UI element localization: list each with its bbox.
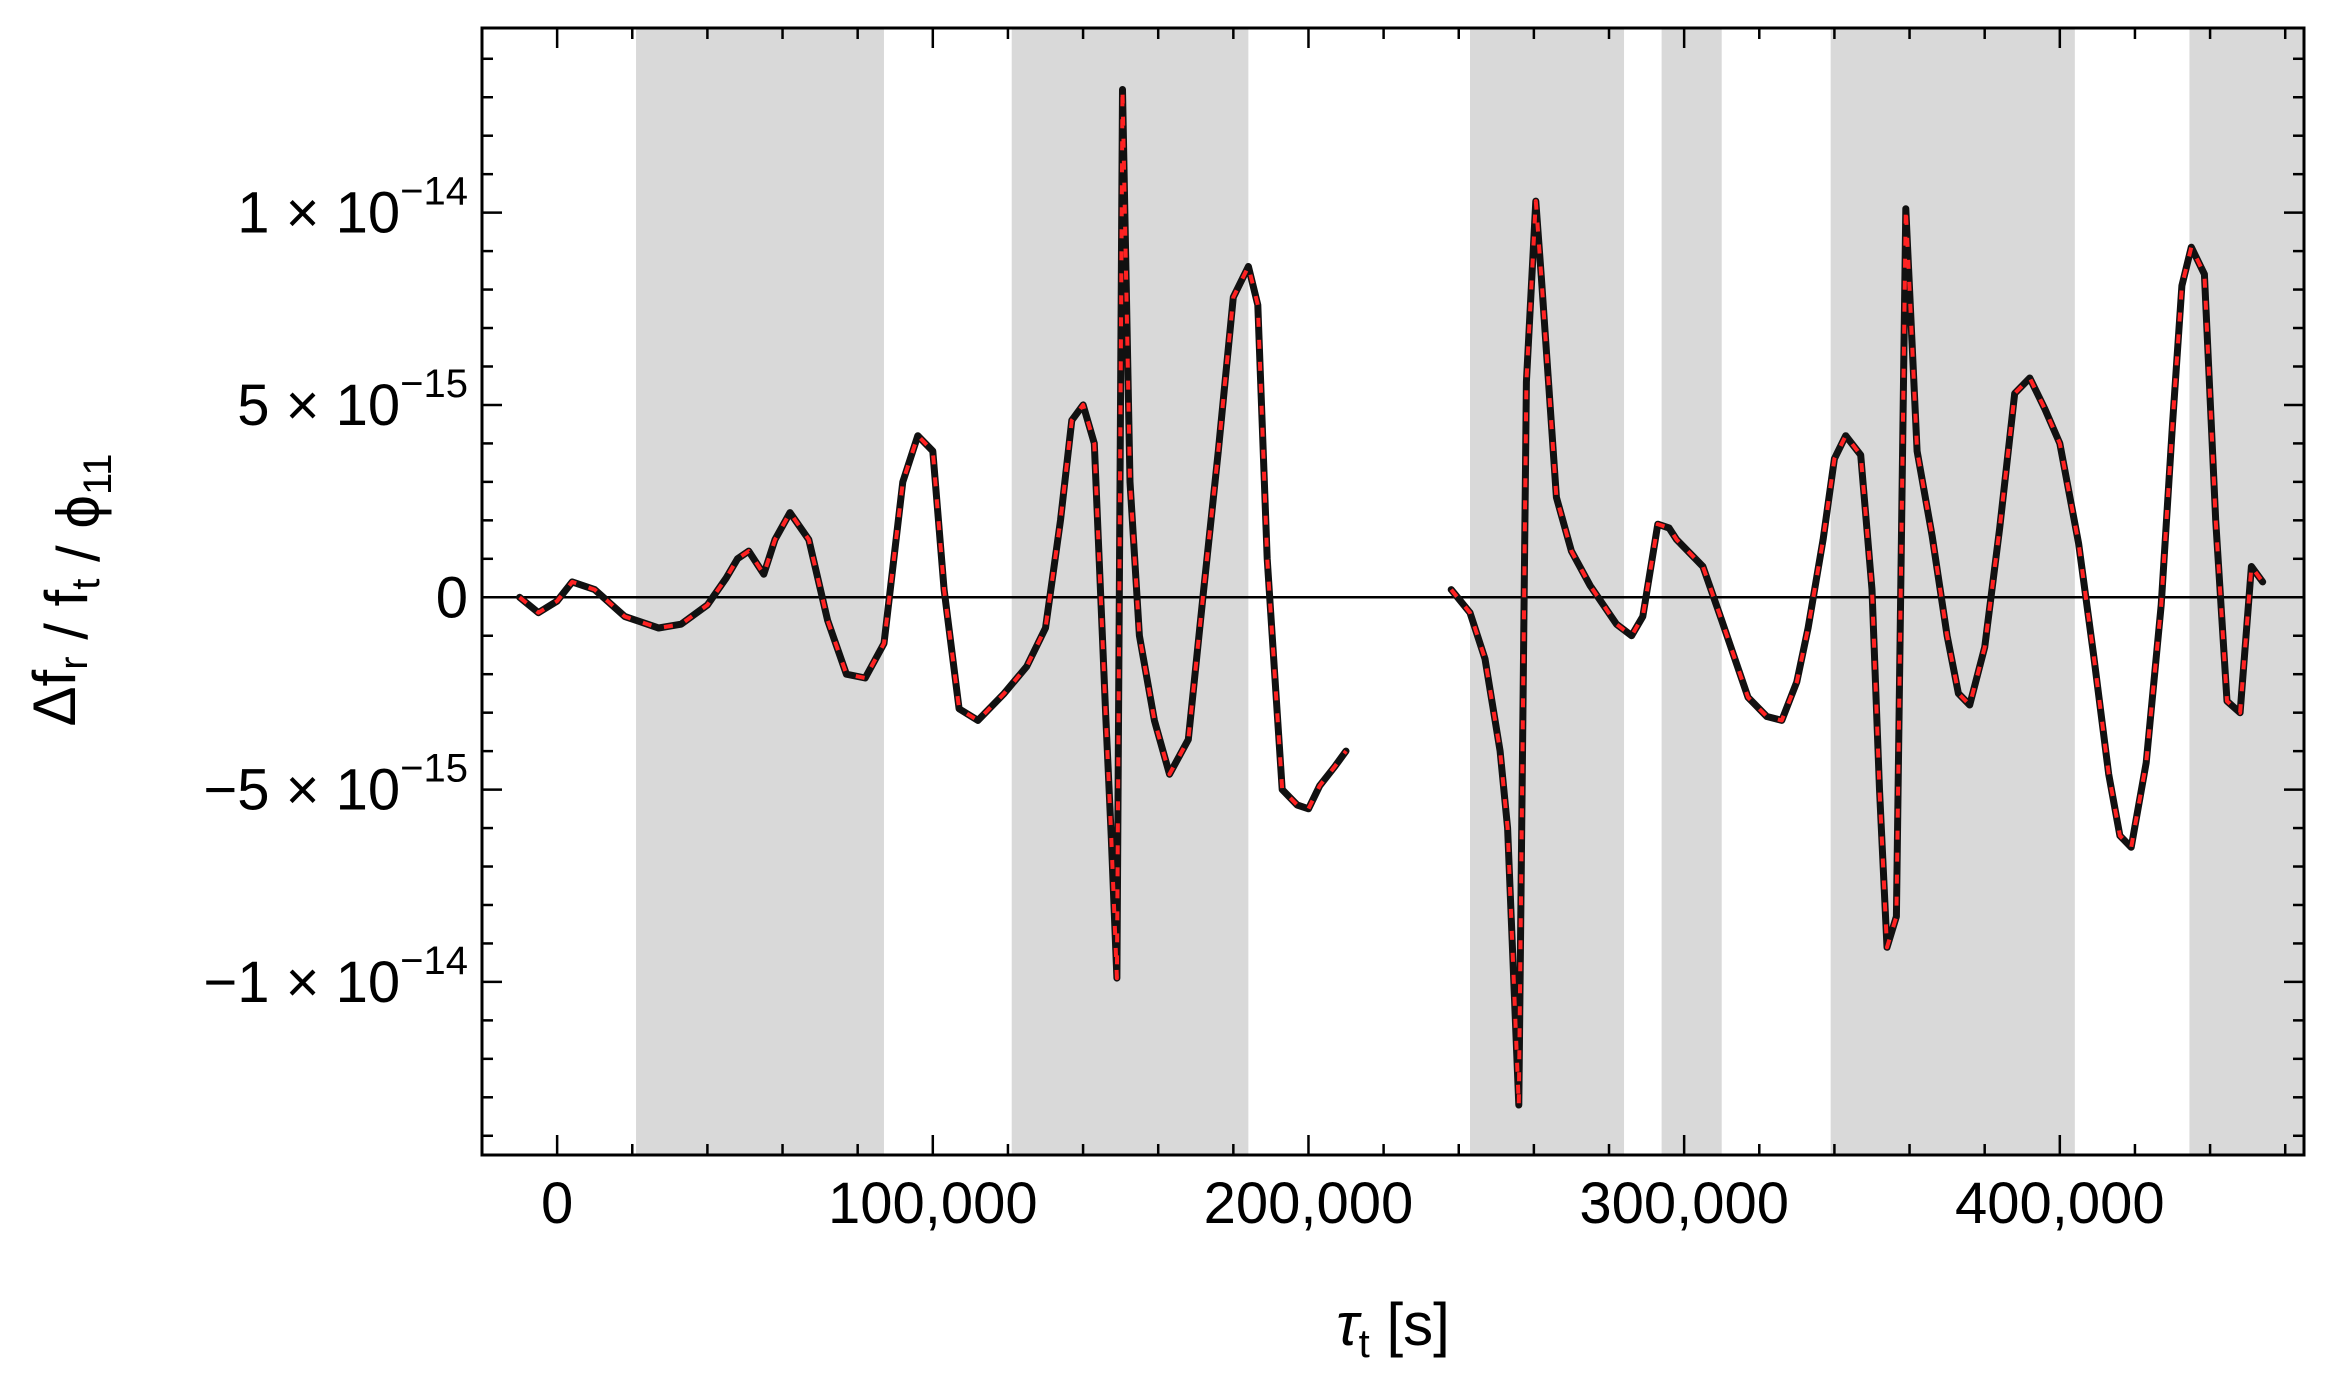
x-axis-label: τt [s] [1336,1291,1450,1366]
shaded-intervals [636,28,2304,1155]
y-axis-label: Δfr / ft / ϕ11 [21,453,120,726]
x-tick-label: 0 [541,1171,573,1236]
series-1-segment-1 [1449,199,2265,1107]
series-1-segment-0 [518,87,1348,981]
x-tick-label: 100,000 [828,1171,1038,1236]
y-tick-label: 0 [436,565,468,630]
y-tick-label: −1 × 10−14 [203,939,468,1015]
y-tick-label: −5 × 10−15 [203,747,468,823]
shaded-interval-4 [1830,28,2075,1155]
series-lines [516,86,2267,1109]
shaded-interval-2 [1470,28,1625,1155]
x-tick-labels: 0 100,000 200,000 300,000 400,000 [541,1171,2165,1236]
shaded-interval-0 [636,28,884,1155]
x-tick-label: 400,000 [1955,1171,2165,1236]
y-tick-label: 1 × 10−14 [237,170,468,246]
plot-frame [480,26,2306,1157]
axis-ticks [480,28,2304,1155]
y-tick-label: 5 × 10−15 [237,362,468,438]
x-tick-label: 200,000 [1204,1171,1414,1236]
x-tick-label: 300,000 [1579,1171,1789,1236]
y-tick-labels: 1 × 10−14 5 × 10−15 0 −5 × 10−15 −1 × 10−14 [203,170,468,1015]
